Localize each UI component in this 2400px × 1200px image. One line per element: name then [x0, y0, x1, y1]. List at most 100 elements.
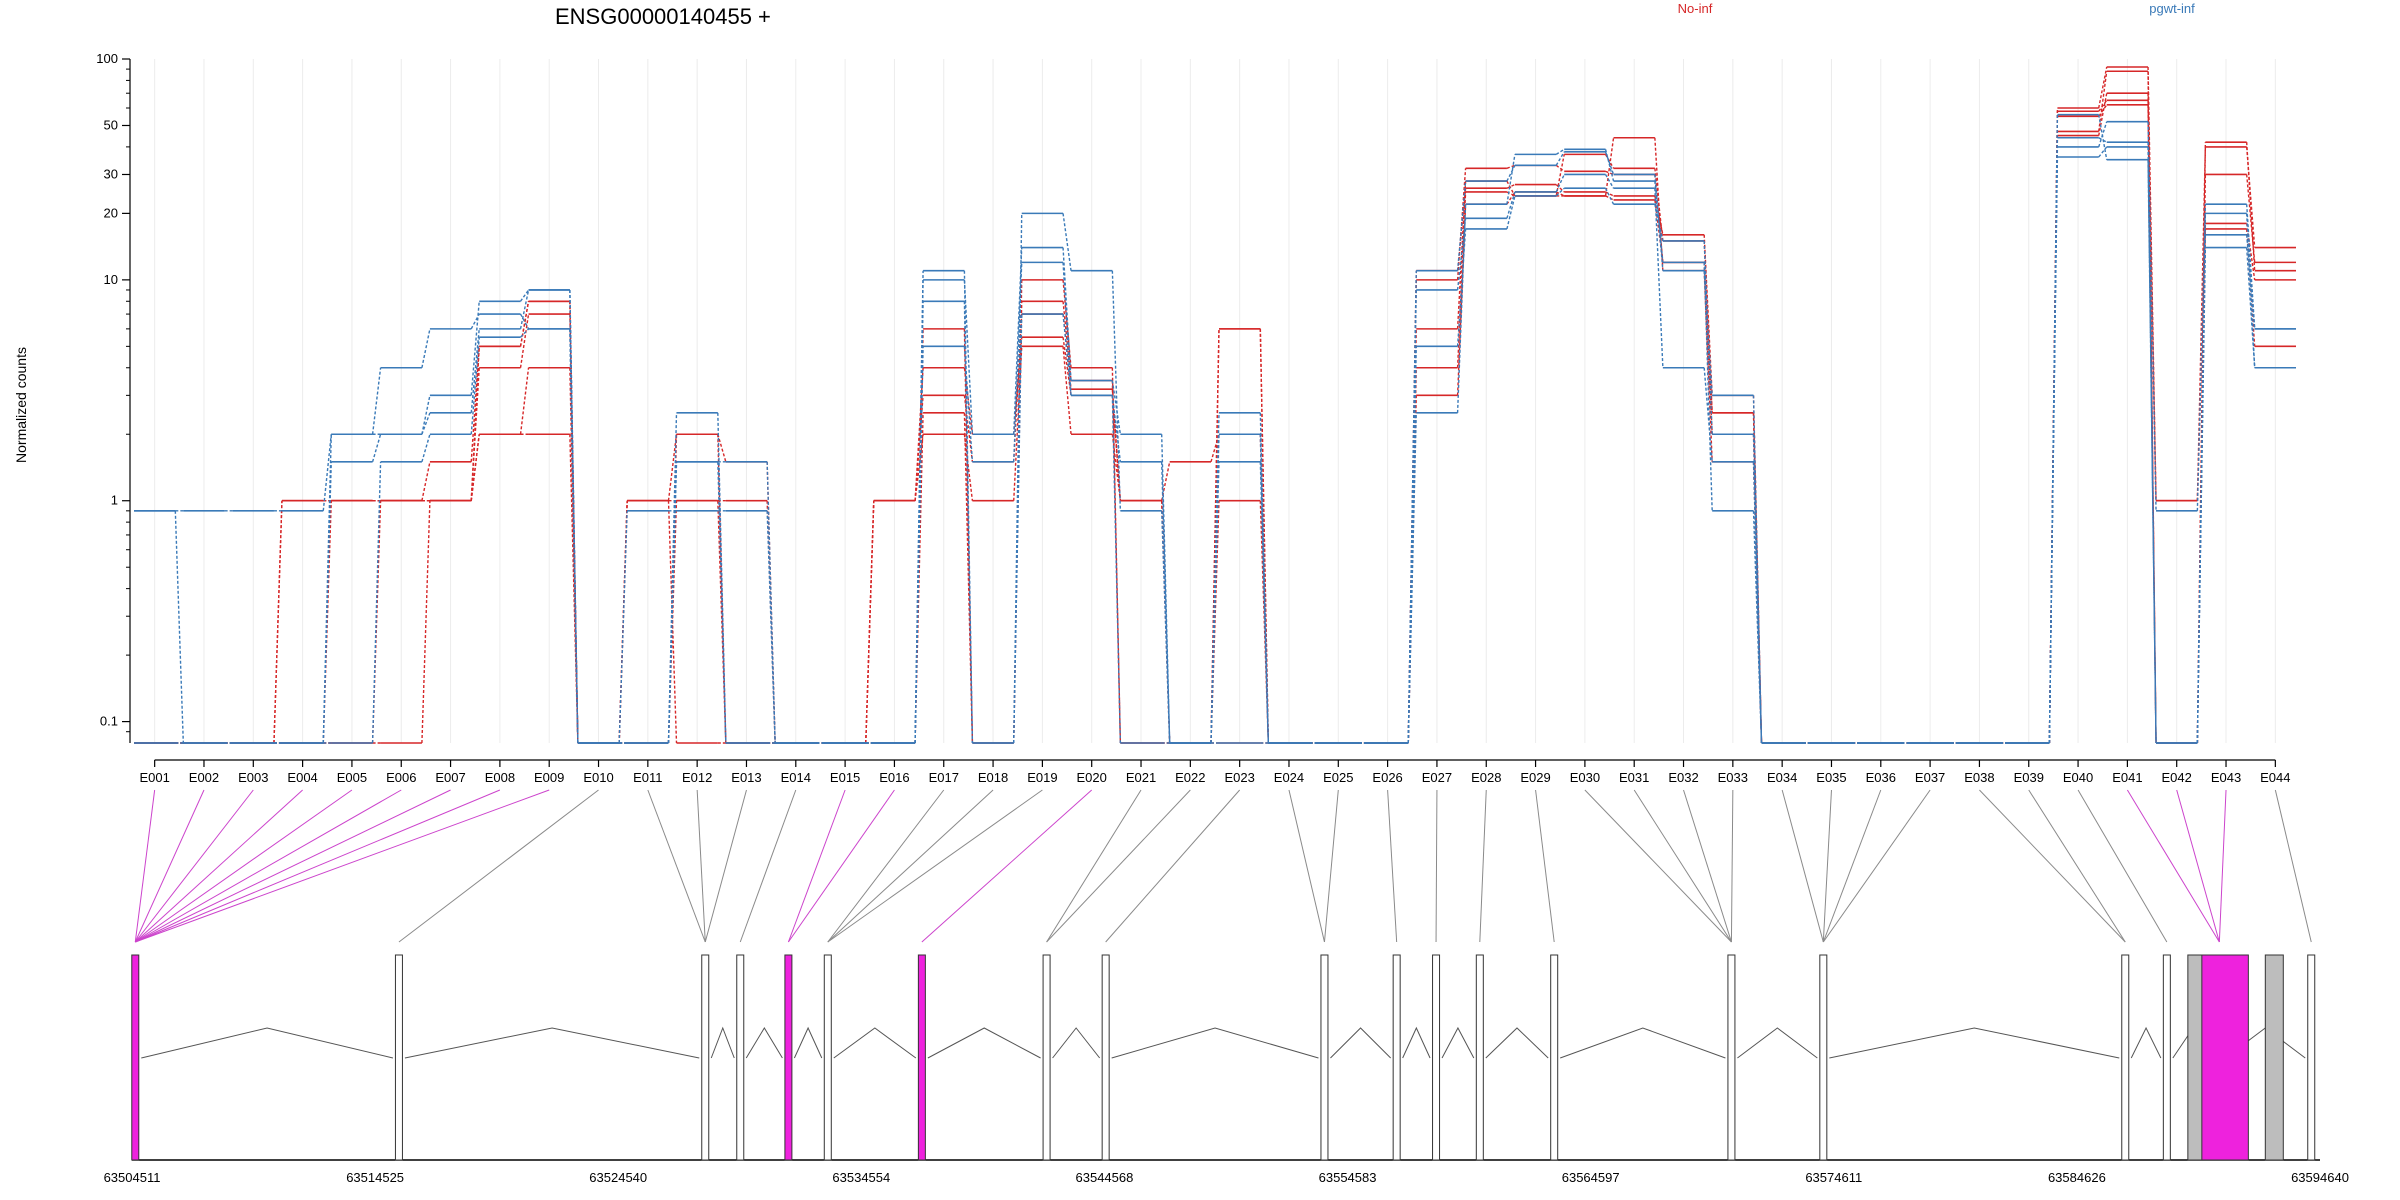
series-connector	[322, 461, 332, 744]
series-connector	[1210, 328, 1220, 744]
series-connector	[322, 434, 332, 511]
series-connector	[2147, 159, 2157, 744]
x-tick-label: E011	[633, 770, 662, 785]
series-connector	[569, 328, 579, 744]
exon-connector-line	[134, 789, 156, 943]
x-tick-label: E015	[830, 770, 860, 785]
series-connector	[1506, 195, 1516, 230]
exon-connector-line	[1288, 789, 1325, 943]
series-connector	[1555, 151, 1565, 166]
intron-line	[1402, 1026, 1431, 1059]
exon-connector-line	[1387, 789, 1398, 943]
x-axis: E001 E002 E003 E004 E005 E006 E007 E008 E009 E010…	[139, 759, 2291, 785]
exon-block	[1392, 954, 1401, 1161]
coordinate-label: 63594640	[2291, 1170, 2349, 1185]
x-tick-label: E025	[1323, 770, 1353, 785]
y-tick-label: 10	[104, 272, 118, 287]
series-connector	[963, 301, 974, 744]
series-connector	[1752, 395, 1763, 744]
exon-block	[917, 954, 926, 1161]
x-tick-label: E036	[1866, 770, 1896, 785]
series-connector	[667, 461, 678, 744]
series-connector	[1259, 461, 1270, 744]
series-connector	[618, 510, 628, 744]
exon-block	[823, 954, 832, 1161]
coordinate-label: 63534554	[832, 1170, 890, 1185]
coordinate-label: 63584626	[2048, 1170, 2106, 1185]
intron-line	[1737, 1027, 1818, 1059]
y-tick-label: 1	[111, 493, 118, 508]
series-connector	[1013, 314, 1023, 744]
x-tick-label: E040	[2063, 770, 2093, 785]
series-connector	[371, 434, 382, 463]
series-4	[134, 104, 2296, 744]
series-connector	[914, 367, 924, 501]
series-connector	[1062, 262, 1072, 396]
series-connector	[2147, 146, 2157, 744]
series-7	[134, 146, 2296, 744]
exon-connector-line	[1979, 789, 2126, 943]
series-connector	[963, 279, 974, 435]
intron-line	[1441, 1026, 1475, 1059]
coordinate-label: 63554583	[1319, 1170, 1377, 1185]
x-tick-label: E039	[2014, 770, 2044, 785]
x-tick-label: E024	[1274, 770, 1304, 785]
series-connector	[717, 461, 727, 744]
exon-connector-line	[787, 789, 895, 943]
x-tick-label: E007	[435, 770, 465, 785]
exon-connector-line	[1822, 789, 1931, 943]
exon-connector-line	[2077, 789, 2168, 943]
series-connector	[766, 461, 776, 744]
exon-connector-line	[696, 789, 706, 943]
exon-connector-line	[739, 789, 797, 943]
exon-connector-line	[134, 789, 303, 943]
series-connector	[2245, 204, 2256, 329]
x-tick-label: E026	[1372, 770, 1402, 785]
intron-line	[1560, 1027, 1726, 1059]
exon-connector-line	[135, 789, 501, 943]
series-connector	[1013, 346, 1023, 501]
exon-connector-line	[2274, 789, 2312, 943]
series-connector	[1456, 204, 1467, 396]
series-connector	[273, 500, 283, 744]
x-tick-label: E021	[1126, 770, 1156, 785]
exon-block	[1101, 954, 1110, 1161]
series-connector	[519, 289, 530, 302]
gene-model: 63504511 63514525 63524540 63534554 63544568…	[104, 954, 2349, 1185]
x-tick-label: E031	[1619, 770, 1649, 785]
exon-connector-line	[1105, 789, 1241, 943]
intron-line	[793, 1026, 823, 1059]
intron-line	[404, 1027, 700, 1059]
series-lines	[134, 66, 2296, 744]
exon-block	[2121, 954, 2130, 1161]
x-tick-label: E037	[1915, 770, 1945, 785]
intron-line	[927, 1027, 1041, 1059]
series-connector	[1062, 314, 1072, 396]
legend-no-inf: No-inf	[1678, 1, 1713, 16]
series-connector	[1703, 262, 1713, 511]
series-connector	[1555, 191, 1565, 197]
series-connector	[1506, 165, 1516, 182]
exon-connector-line	[398, 789, 599, 943]
x-tick-label: E023	[1224, 770, 1254, 785]
series-connector	[2098, 104, 2108, 117]
exon-block	[1042, 954, 1051, 1161]
exon-connector-line	[134, 789, 254, 943]
series-connector	[1456, 218, 1467, 291]
exon-block-utr	[2264, 954, 2284, 1161]
coordinate-label: 63524540	[589, 1170, 647, 1185]
exon-connector-line	[1822, 789, 1832, 943]
series-connector	[371, 367, 382, 435]
chart-title: ENSG00000140455 +	[555, 4, 771, 29]
series-connector	[1604, 174, 1615, 189]
x-tick-label: E030	[1570, 770, 1600, 785]
intron-line	[1829, 1027, 2120, 1059]
series-connector	[1555, 154, 1565, 197]
exon-connector-line	[135, 789, 451, 943]
y-tick-label: 20	[104, 205, 118, 220]
series-connector	[1407, 289, 1417, 744]
exon-connector-line	[1435, 789, 1438, 943]
series-connector	[470, 346, 480, 501]
series-connector	[1160, 434, 1171, 744]
